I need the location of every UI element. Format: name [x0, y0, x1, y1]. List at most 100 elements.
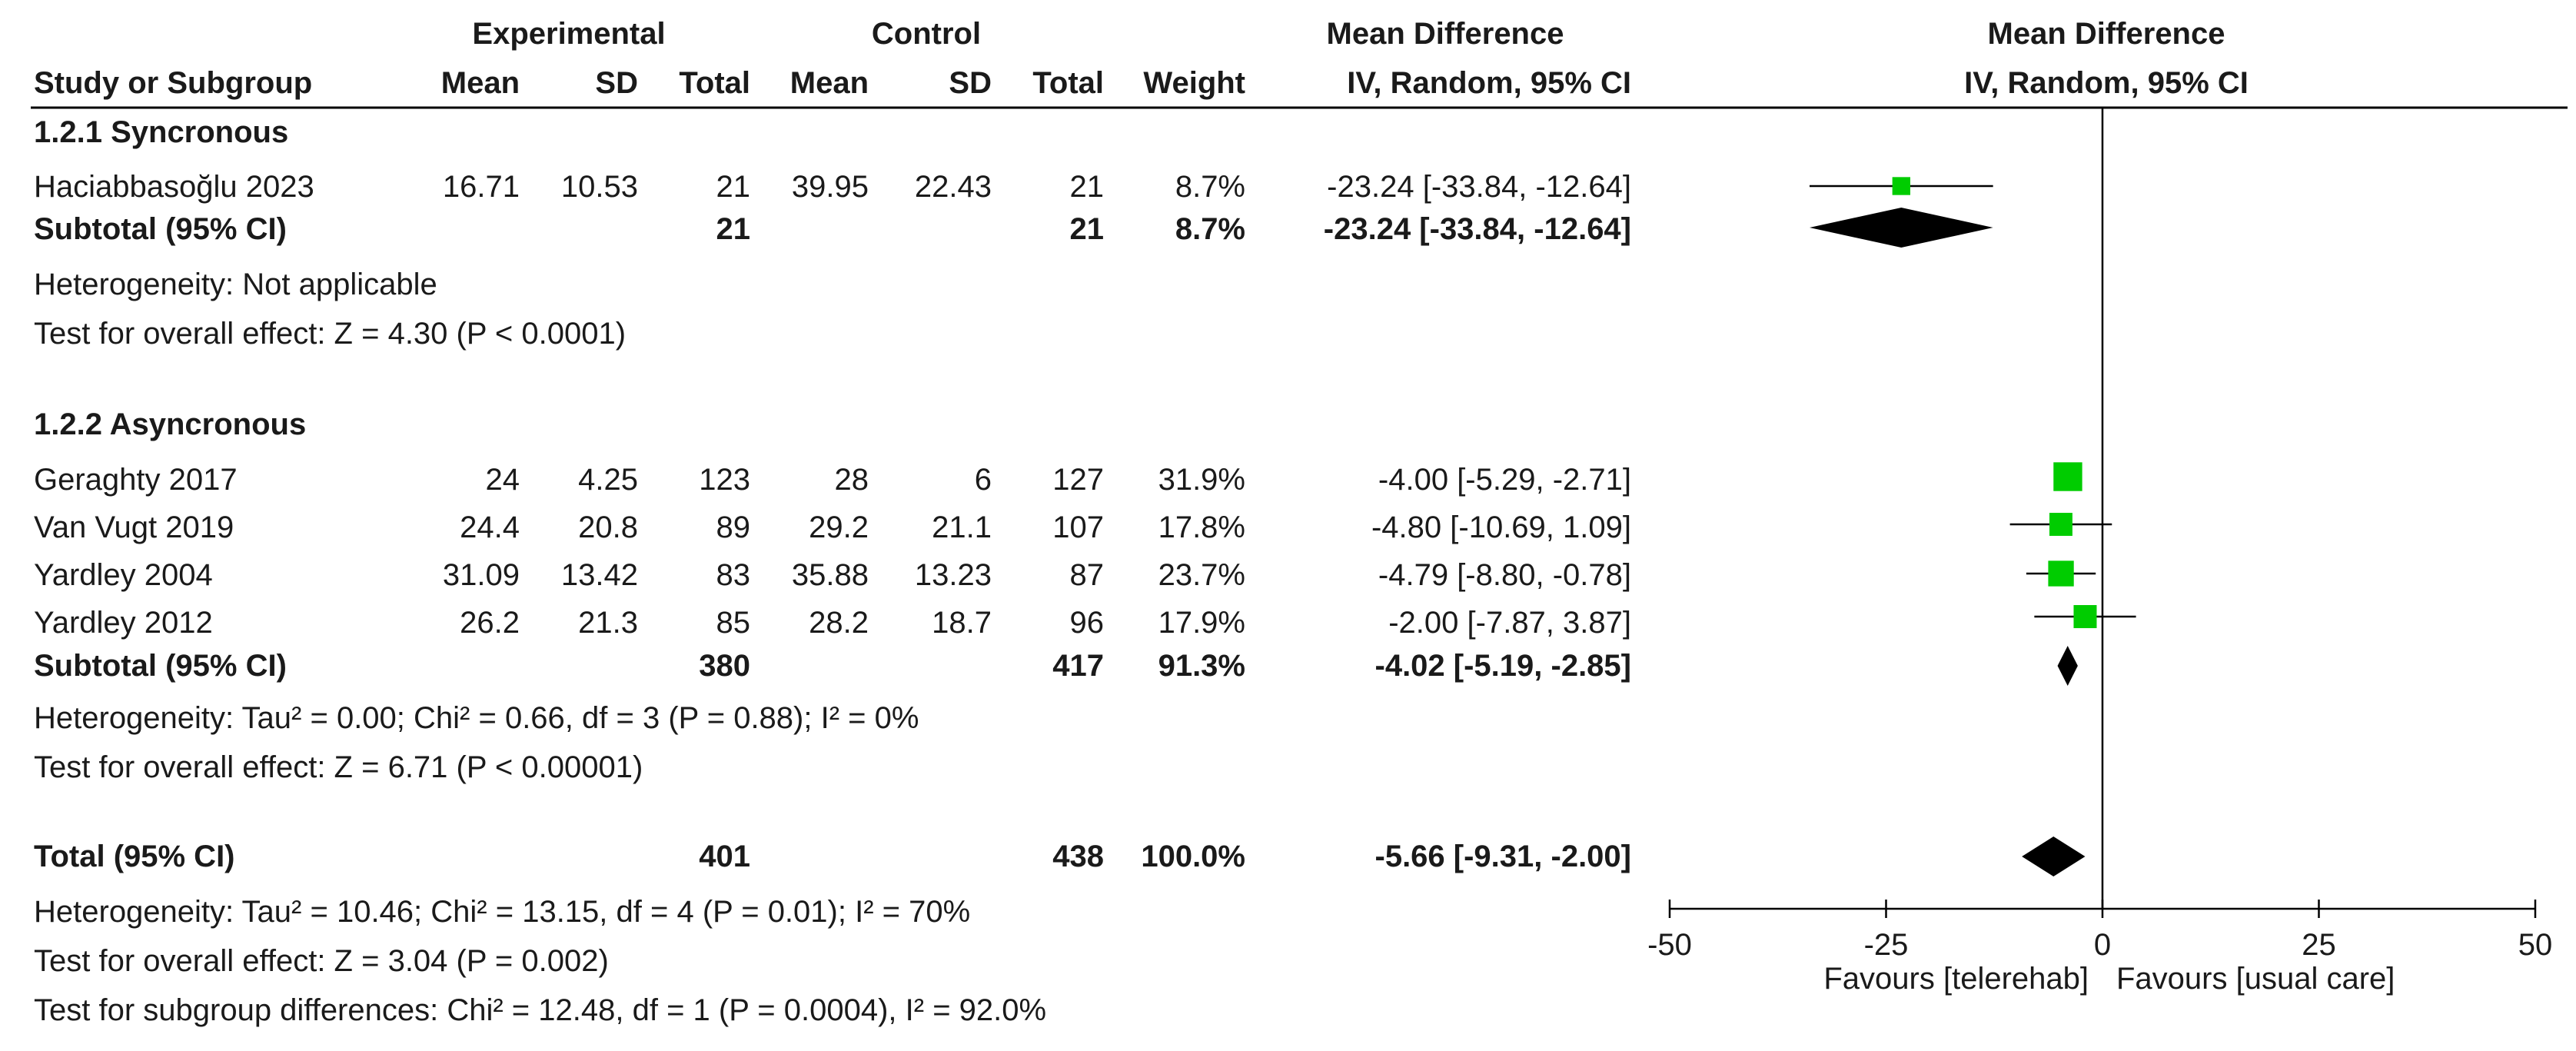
- exp-total: 21: [716, 170, 751, 204]
- overall-effect-text: Test for overall effect: Z = 4.30 (P < 0…: [34, 317, 627, 351]
- total-heterogeneity-text: Heterogeneity: Tau² = 10.46; Chi² = 13.1…: [34, 895, 971, 929]
- exp-total: 89: [716, 511, 751, 544]
- ctl-sd: 6: [974, 463, 992, 497]
- subtotal-ci: -4.02 [-5.19, -2.85]: [1374, 649, 1632, 683]
- effect-marker: [2049, 513, 2072, 536]
- group-title: 1.2.2 Asyncronous: [34, 407, 307, 441]
- exp-sd: 4.25: [578, 463, 638, 497]
- ctl-total: 127: [1052, 463, 1104, 497]
- exp-mean: 16.71: [442, 170, 520, 204]
- ctl-sd: 22.43: [914, 170, 992, 204]
- weight: 17.9%: [1158, 606, 1245, 640]
- subtotal-ctl-total: 21: [1069, 212, 1105, 246]
- header-weight: Weight: [1143, 66, 1245, 100]
- header-plot-ci-method: IV, Random, 95% CI: [1964, 66, 2249, 100]
- total-ci: -5.66 [-9.31, -2.00]: [1374, 840, 1632, 873]
- x-tick-label: 50: [2518, 928, 2553, 962]
- exp-sd: 13.42: [560, 558, 638, 592]
- ctl-sd: 13.23: [914, 558, 992, 592]
- ctl-mean: 35.88: [791, 558, 869, 592]
- ctl-mean: 39.95: [791, 170, 869, 204]
- weight: 23.7%: [1158, 558, 1245, 592]
- header-exp-mean: Mean: [440, 66, 520, 100]
- header-experimental: Experimental: [472, 17, 666, 51]
- header-ci-method: IV, Random, 95% CI: [1347, 66, 1631, 100]
- exp-total: 123: [699, 463, 750, 497]
- header-study-or-subgroup: Study or Subgroup: [34, 66, 313, 100]
- header-plot-mean-difference: Mean Difference: [1987, 17, 2225, 51]
- subtotal-weight: 91.3%: [1158, 649, 1245, 683]
- header-mean-difference: Mean Difference: [1326, 17, 1564, 51]
- weight: 31.9%: [1158, 463, 1245, 497]
- x-tick-label: -50: [1647, 928, 1692, 962]
- study-name: Geraghty 2017: [34, 463, 238, 497]
- exp-total: 85: [716, 606, 751, 640]
- header-control: Control: [871, 17, 982, 51]
- effect-marker: [1892, 177, 1910, 195]
- summary-diamond: [2057, 646, 2078, 686]
- study-name: Haciabbasoğlu 2023: [34, 170, 314, 204]
- header-ctl-mean: Mean: [789, 66, 869, 100]
- ci-value: -23.24 [-33.84, -12.64]: [1327, 170, 1631, 204]
- total-weight: 100.0%: [1141, 840, 1245, 873]
- ctl-sd: 21.1: [932, 511, 992, 544]
- x-tick-label: 0: [2094, 928, 2111, 962]
- subtotal-ctl-total: 417: [1052, 649, 1104, 683]
- total-exp-total: 401: [699, 840, 750, 873]
- subtotal-label: Subtotal (95% CI): [34, 649, 287, 683]
- effect-marker: [2053, 462, 2082, 491]
- header-exp-total: Total: [679, 66, 750, 100]
- summary-diamond: [2022, 836, 2086, 876]
- ctl-total: 21: [1069, 170, 1105, 204]
- ci-value: -4.00 [-5.29, -2.71]: [1378, 463, 1631, 497]
- exp-total: 83: [716, 558, 751, 592]
- ctl-sd: 18.7: [932, 606, 992, 640]
- subgroup-differences-text: Test for subgroup differences: Chi² = 12…: [34, 993, 1047, 1027]
- ctl-mean: 28: [834, 463, 869, 497]
- heterogeneity-text: Heterogeneity: Tau² = 0.00; Chi² = 0.66,…: [34, 701, 919, 735]
- x-tick-label: 25: [2302, 928, 2336, 962]
- subtotal-exp-total: 380: [699, 649, 750, 683]
- weight: 17.8%: [1158, 511, 1245, 544]
- total-label: Total (95% CI): [34, 840, 235, 873]
- group-title: 1.2.1 Syncronous: [34, 115, 289, 149]
- total-overall-effect-text: Test for overall effect: Z = 3.04 (P = 0…: [34, 944, 609, 978]
- ci-value: -4.80 [-10.69, 1.09]: [1371, 511, 1631, 544]
- exp-mean: 26.2: [460, 606, 520, 640]
- total-ctl-total: 438: [1052, 840, 1104, 873]
- exp-mean: 31.09: [442, 558, 520, 592]
- effect-marker: [2048, 560, 2074, 587]
- x-tick-label: -25: [1864, 928, 1909, 962]
- summary-diamond: [1809, 208, 1993, 248]
- overall-effect-text: Test for overall effect: Z = 6.71 (P < 0…: [34, 750, 643, 784]
- exp-sd: 20.8: [578, 511, 638, 544]
- favours-left-label: Favours [telerehab]: [1823, 962, 2089, 996]
- subtotal-ci: -23.24 [-33.84, -12.64]: [1323, 212, 1631, 246]
- effect-marker: [2073, 604, 2097, 629]
- ctl-total: 96: [1069, 606, 1105, 640]
- ctl-total: 107: [1052, 511, 1104, 544]
- subtotal-weight: 8.7%: [1175, 212, 1245, 246]
- subtotal-exp-total: 21: [716, 212, 751, 246]
- exp-sd: 21.3: [578, 606, 638, 640]
- subtotal-label: Subtotal (95% CI): [34, 212, 287, 246]
- exp-sd: 10.53: [560, 170, 638, 204]
- exp-mean: 24: [485, 463, 520, 497]
- exp-mean: 24.4: [460, 511, 520, 544]
- study-name: Van Vugt 2019: [34, 511, 234, 544]
- heterogeneity-text: Heterogeneity: Not applicable: [34, 268, 437, 301]
- header-ctl-total: Total: [1032, 66, 1104, 100]
- study-name: Yardley 2004: [34, 558, 213, 592]
- header-ctl-sd: SD: [949, 66, 992, 100]
- weight: 8.7%: [1175, 170, 1245, 204]
- ctl-mean: 28.2: [809, 606, 869, 640]
- ctl-total: 87: [1069, 558, 1105, 592]
- ci-value: -4.79 [-8.80, -0.78]: [1378, 558, 1631, 592]
- study-name: Yardley 2012: [34, 606, 213, 640]
- favours-right-label: Favours [usual care]: [2116, 962, 2395, 996]
- ci-value: -2.00 [-7.87, 3.87]: [1388, 606, 1631, 640]
- ctl-mean: 29.2: [809, 511, 869, 544]
- header-exp-sd: SD: [595, 66, 638, 100]
